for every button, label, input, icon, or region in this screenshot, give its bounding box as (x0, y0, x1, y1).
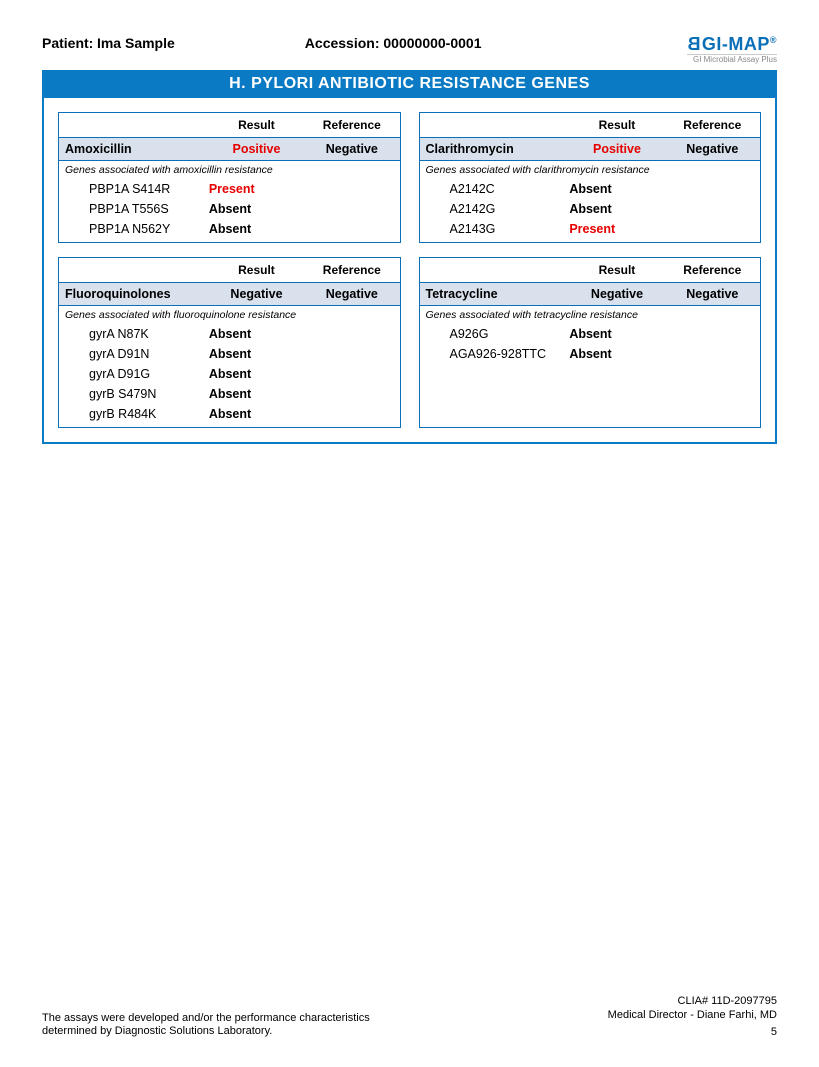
gene-status: Absent (209, 324, 304, 344)
col-result: Result (569, 113, 664, 138)
drug-name: Fluoroquinolones (59, 283, 209, 306)
drug-result: Positive (209, 138, 304, 161)
gene-note: Genes associated with clarithromycin res… (420, 161, 761, 180)
result-panel: ResultReference AmoxicillinPositiveNegati… (58, 112, 401, 243)
gene-name: PBP1A T556S (59, 199, 209, 219)
drug-reference: Negative (304, 283, 399, 306)
accession-value: 00000000-0001 (383, 35, 481, 51)
gene-note: Genes associated with tetracycline resis… (420, 306, 761, 325)
drug-result: Negative (209, 283, 304, 306)
gene-name: gyrB S479N (59, 384, 209, 404)
gene-name: A2143G (420, 219, 570, 242)
gene-status: Absent (569, 344, 664, 367)
drug-reference: Negative (304, 138, 399, 161)
section-title: H. PYLORI ANTIBIOTIC RESISTANCE GENES (42, 70, 777, 98)
drug-name: Tetracycline (420, 283, 570, 306)
gene-status: Absent (569, 324, 664, 344)
gene-name: PBP1A S414R (59, 179, 209, 199)
col-reference: Reference (304, 258, 399, 283)
result-panel: ResultReference ClarithromycinPositiveNeg… (419, 112, 762, 243)
footer-disclaimer: The assays were developed and/or the per… (42, 1012, 422, 1040)
gene-note: Genes associated with fluoroquinolone re… (59, 306, 400, 325)
patient-block: Patient: Ima Sample (42, 35, 175, 51)
col-result: Result (209, 113, 304, 138)
logo-text: GI-MAP (702, 34, 770, 54)
gene-name: gyrB R484K (59, 404, 209, 427)
gene-status: Absent (209, 199, 304, 219)
gene-name: gyrA D91N (59, 344, 209, 364)
gene-name: PBP1A N562Y (59, 219, 209, 242)
result-panel: ResultReferenceFluoroquinolonesNegativeN… (58, 257, 401, 428)
gene-name: gyrA D91G (59, 364, 209, 384)
gene-status: Absent (209, 364, 304, 384)
col-result: Result (209, 258, 304, 283)
gene-name: A2142G (420, 199, 570, 219)
gene-status: Present (209, 179, 304, 199)
results-container: ResultReferenceAmoxicillinPositiveNegati… (42, 98, 777, 444)
gene-status: Absent (569, 179, 664, 199)
gene-status: Absent (569, 199, 664, 219)
col-reference: Reference (665, 258, 760, 283)
drug-name: Amoxicillin (59, 138, 209, 161)
footer-director: Medical Director - Diane Farhi, MD (608, 1008, 777, 1022)
col-reference: Reference (665, 113, 760, 138)
result-panel: ResultReferenceTetracyclineNegativeNegat… (419, 257, 762, 428)
drug-result: Positive (569, 138, 664, 161)
gene-name: A2142C (420, 179, 570, 199)
gene-status: Absent (209, 384, 304, 404)
gene-status: Absent (209, 344, 304, 364)
patient-name: Ima Sample (97, 35, 175, 51)
drug-name: Clarithromycin (420, 138, 570, 161)
page-number: 5 (608, 1025, 777, 1039)
gene-name: A926G (420, 324, 570, 344)
drug-reference: Negative (665, 283, 760, 306)
patient-label: Patient: (42, 35, 93, 51)
gene-status: Absent (209, 404, 304, 427)
accession-label: Accession: (305, 35, 380, 51)
drug-reference: Negative (665, 138, 760, 161)
col-result: Result (569, 258, 664, 283)
gene-status: Absent (209, 219, 304, 242)
gene-name: gyrA N87K (59, 324, 209, 344)
footer-clia: CLIA# 11D-2097795 (608, 994, 777, 1008)
gene-status: Present (569, 219, 664, 242)
drug-result: Negative (569, 283, 664, 306)
logo: BGI-MAP® GI Microbial Assay Plus (687, 35, 777, 64)
col-reference: Reference (304, 113, 399, 138)
gene-note: Genes associated with amoxicillin resist… (59, 161, 400, 180)
gene-name: AGA926-928TTC (420, 344, 570, 367)
logo-subtitle: GI Microbial Assay Plus (687, 54, 777, 64)
accession-block: Accession: 00000000-0001 (305, 35, 482, 51)
